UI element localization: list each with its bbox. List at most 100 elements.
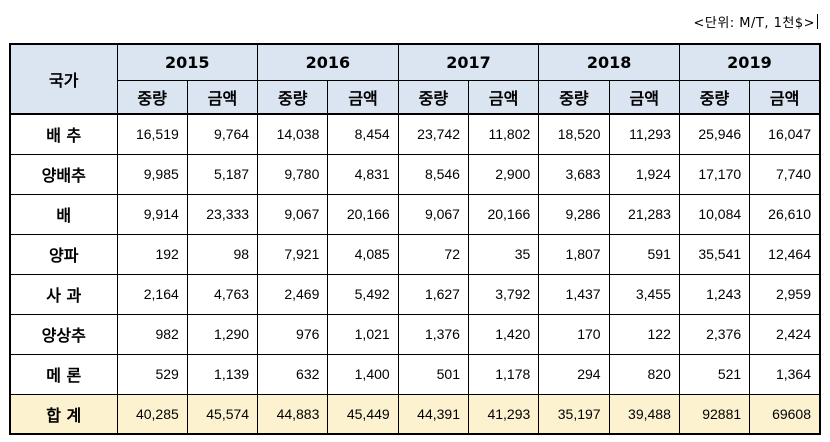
amount-cell: 23,333 <box>186 193 259 235</box>
amount-cell: 98 <box>186 233 259 275</box>
weight-cell: 18,520 <box>538 113 610 155</box>
amount-cell: 122 <box>608 313 680 355</box>
amount-cell: 1,364 <box>749 353 821 395</box>
amount-cell: 35 <box>467 233 540 275</box>
amount-cell: 1,400 <box>327 353 399 395</box>
amount-cell: 69608 <box>749 393 821 435</box>
table-row: 양파 192 98 7,921 4,085 72 35 1,807 591 35,541 12,46… <box>9 233 821 275</box>
weight-cell: 1,243 <box>678 273 751 315</box>
country-name: 양배추 <box>9 153 118 195</box>
weight-cell: 92881 <box>678 393 751 435</box>
amount-cell: 3,455 <box>608 273 680 315</box>
country-name: 배 추 <box>9 113 118 155</box>
table-row: 메 론 529 1,139 632 1,400 501 1,178 294 820 521 1,36… <box>9 353 821 395</box>
weight-cell: 16,519 <box>116 113 188 155</box>
weight-cell: 632 <box>257 353 329 395</box>
amount-cell: 8,454 <box>327 113 399 155</box>
amount-cell: 12,464 <box>749 233 821 275</box>
weight-cell: 35,541 <box>678 233 751 275</box>
table-row: 배 9,914 23,333 9,067 20,166 9,067 20,166 9,286 2… <box>9 193 821 235</box>
year-header: 2016 <box>257 43 399 81</box>
amount-cell: 41,293 <box>467 393 540 435</box>
weight-cell: 9,780 <box>257 153 329 195</box>
amount-cell: 4,085 <box>327 233 399 275</box>
table-row: 배 추 16,519 9,764 14,038 8,454 23,742 11,802 18,… <box>9 113 821 155</box>
year-header: 2019 <box>678 43 821 81</box>
amount-header: 금액 <box>608 79 680 115</box>
amount-cell: 45,574 <box>186 393 259 435</box>
export-table: 국가 2015 2016 2017 2018 2019 중량 금액 중량 금액 … <box>9 43 821 435</box>
weight-cell: 2,469 <box>257 273 329 315</box>
text-cursor <box>817 14 818 29</box>
country-name: 사 과 <box>9 273 118 315</box>
weight-cell: 1,437 <box>538 273 610 315</box>
country-name: 메 론 <box>9 353 118 395</box>
weight-cell: 72 <box>397 233 469 275</box>
amount-cell: 1,290 <box>186 313 259 355</box>
year-header: 2017 <box>397 43 540 81</box>
weight-cell: 9,286 <box>538 193 610 235</box>
country-name: 양상추 <box>9 313 118 355</box>
weight-cell: 3,683 <box>538 153 610 195</box>
amount-cell: 820 <box>608 353 680 395</box>
weight-cell: 529 <box>116 353 188 395</box>
weight-cell: 501 <box>397 353 469 395</box>
weight-header: 중량 <box>257 79 329 115</box>
unit-note: <단위: M/T, 1천$> <box>693 12 818 31</box>
weight-cell: 1,807 <box>538 233 610 275</box>
year-header: 2018 <box>538 43 680 81</box>
amount-header: 금액 <box>749 79 821 115</box>
weight-cell: 44,883 <box>257 393 329 435</box>
weight-cell: 170 <box>538 313 610 355</box>
amount-cell: 11,802 <box>467 113 540 155</box>
amount-cell: 45,449 <box>327 393 399 435</box>
weight-header: 중량 <box>116 79 188 115</box>
country-name: 양파 <box>9 233 118 275</box>
amount-cell: 1,420 <box>467 313 540 355</box>
weight-cell: 9,067 <box>257 193 329 235</box>
total-row: 합 계 40,285 45,574 44,883 45,449 44,391 41,293 3… <box>9 393 821 435</box>
weight-cell: 23,742 <box>397 113 469 155</box>
weight-header: 중량 <box>397 79 469 115</box>
weight-cell: 9,067 <box>397 193 469 235</box>
weight-cell: 8,546 <box>397 153 469 195</box>
amount-cell: 1,021 <box>327 313 399 355</box>
amount-cell: 2,900 <box>467 153 540 195</box>
table-row: 양상추 982 1,290 976 1,021 1,376 1,420 170 122 2,376… <box>9 313 821 355</box>
weight-cell: 1,627 <box>397 273 469 315</box>
total-label: 합 계 <box>9 393 118 435</box>
weight-cell: 10,084 <box>678 193 751 235</box>
amount-cell: 4,831 <box>327 153 399 195</box>
amount-cell: 2,424 <box>749 313 821 355</box>
amount-header: 금액 <box>186 79 259 115</box>
weight-cell: 982 <box>116 313 188 355</box>
amount-cell: 1,139 <box>186 353 259 395</box>
weight-cell: 2,164 <box>116 273 188 315</box>
weight-cell: 294 <box>538 353 610 395</box>
weight-cell: 40,285 <box>116 393 188 435</box>
amount-cell: 26,610 <box>749 193 821 235</box>
country-name: 배 <box>9 193 118 235</box>
amount-cell: 7,740 <box>749 153 821 195</box>
weight-cell: 521 <box>678 353 751 395</box>
amount-cell: 591 <box>608 233 680 275</box>
weight-cell: 25,946 <box>678 113 751 155</box>
weight-cell: 1,376 <box>397 313 469 355</box>
amount-cell: 5,492 <box>327 273 399 315</box>
year-header: 2015 <box>116 43 259 81</box>
weight-cell: 17,170 <box>678 153 751 195</box>
table-row: 사 과 2,164 4,763 2,469 5,492 1,627 3,792 1,437 3,… <box>9 273 821 315</box>
country-header: 국가 <box>9 43 118 115</box>
amount-header: 금액 <box>467 79 540 115</box>
amount-cell: 4,763 <box>186 273 259 315</box>
amount-cell: 2,959 <box>749 273 821 315</box>
amount-cell: 1,924 <box>608 153 680 195</box>
weight-cell: 7,921 <box>257 233 329 275</box>
amount-cell: 21,283 <box>608 193 680 235</box>
amount-cell: 39,488 <box>608 393 680 435</box>
weight-header: 중량 <box>538 79 610 115</box>
weight-cell: 35,197 <box>538 393 610 435</box>
weight-cell: 976 <box>257 313 329 355</box>
weight-cell: 9,985 <box>116 153 188 195</box>
table-row: 양배추 9,985 5,187 9,780 4,831 8,546 2,900 3,683 1,… <box>9 153 821 195</box>
